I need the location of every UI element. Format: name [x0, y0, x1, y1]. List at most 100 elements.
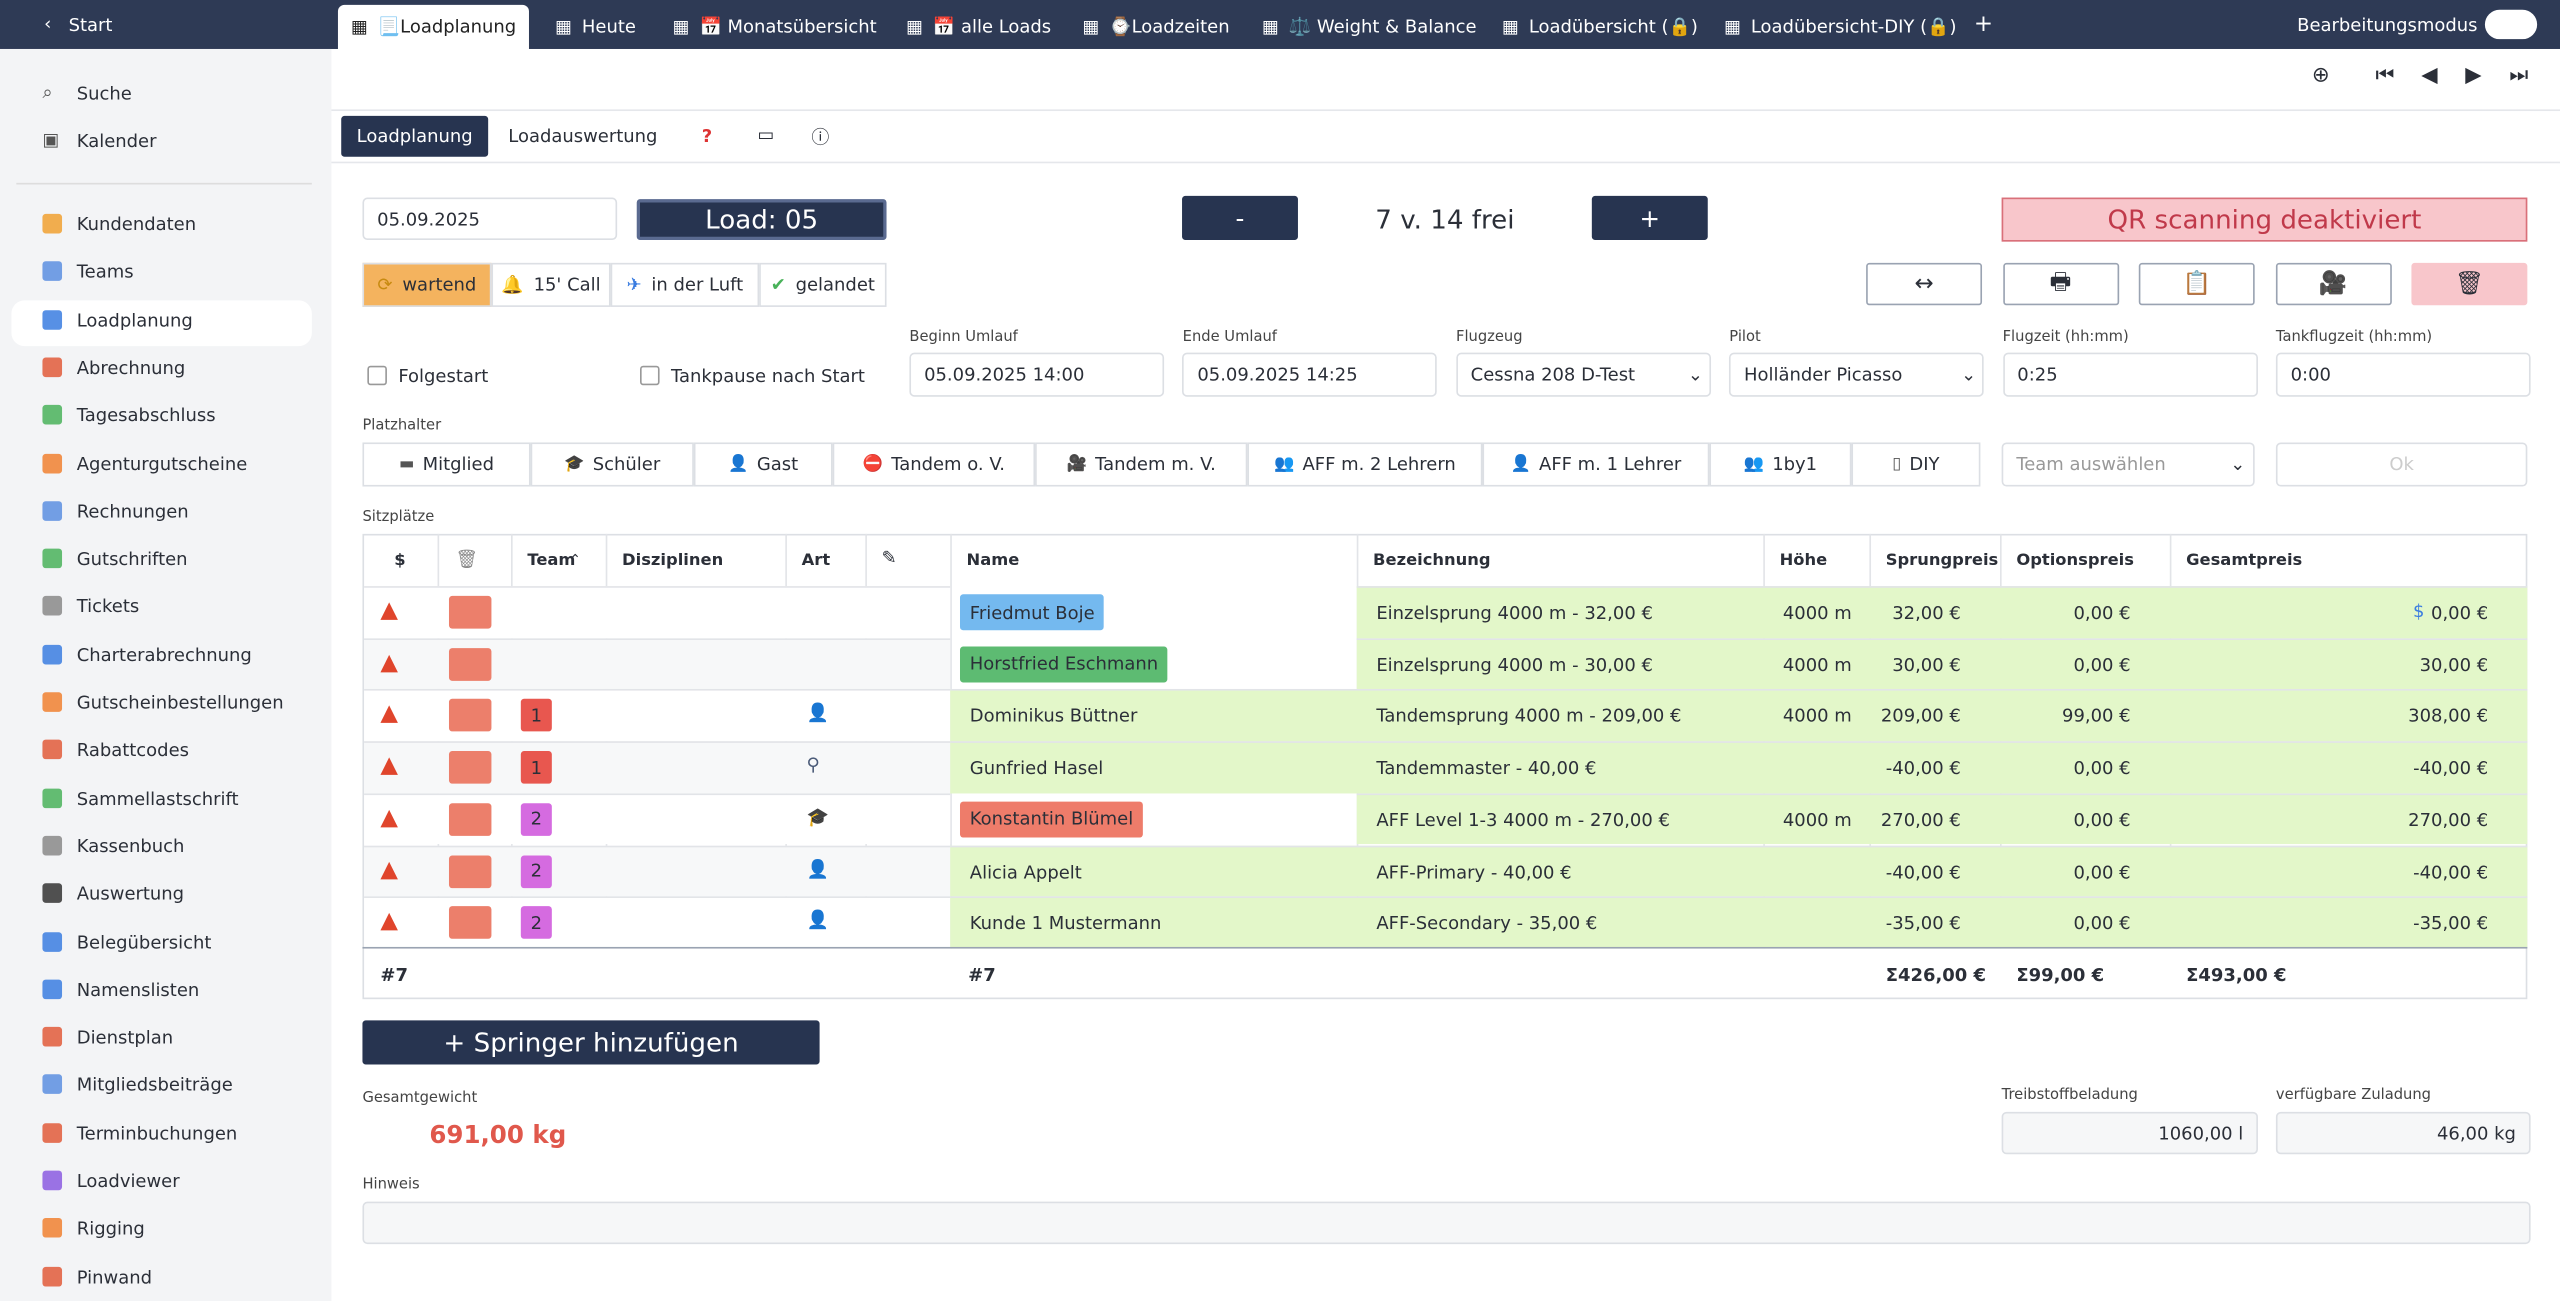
placeholder-text[interactable]: Gast — [756, 453, 799, 476]
nav-item[interactable]: Abrechnung — [76, 357, 186, 379]
nav-item[interactable]: Teams — [76, 261, 134, 283]
subtab[interactable]: Loadauswertung — [508, 125, 658, 147]
column-header[interactable]: Optionspreis — [2016, 551, 2134, 569]
checkbox[interactable] — [639, 365, 660, 386]
action-button[interactable]: 🗑 — [2411, 262, 2528, 306]
nav-item[interactable]: Pinwand — [76, 1266, 153, 1288]
nav-button[interactable]: ▶ — [2465, 63, 2482, 89]
tab-label[interactable]: ⌚Loadzeiten — [1109, 15, 1230, 37]
add-jumper-button[interactable]: + Springer hinzufügen — [362, 1020, 820, 1065]
tab[interactable]: ▦ 📃Loadplanung — [337, 4, 530, 49]
nav-item[interactable]: Mitgliedsbeiträge — [76, 1074, 233, 1097]
nav-item[interactable]: Kalender — [76, 130, 157, 152]
tab-label[interactable]: Heute — [581, 15, 636, 37]
placeholder-text[interactable]: AFF m. 2 Lehrern — [1302, 453, 1456, 476]
minus-button[interactable]: - — [1182, 195, 1298, 240]
name-tag[interactable]: Horstfried Eschmann — [959, 646, 1168, 682]
nav-item[interactable]: Gutscheinbestellungen — [76, 692, 284, 714]
nav-item[interactable]: Tickets — [76, 596, 140, 618]
checkbox-label[interactable]: Folgestart — [398, 365, 489, 387]
tab[interactable]: ▦ Loadübersicht (🔒) — [1489, 7, 1711, 46]
placeholder-button[interactable]: 👥 AFF m. 2 Lehrern — [1247, 442, 1483, 487]
action-button[interactable]: 🎥 — [2275, 262, 2392, 306]
comment-icon[interactable]: ▭ — [757, 124, 775, 146]
field-input[interactable]: Holländer Picasso — [1729, 352, 1984, 397]
status-label[interactable]: in der Luft — [651, 274, 744, 296]
placeholder-text[interactable]: Mitglied — [422, 453, 495, 476]
delete-button[interactable] — [448, 699, 492, 733]
placeholder-text[interactable]: 1by1 — [1772, 453, 1818, 476]
status-label[interactable]: wartend — [402, 274, 477, 296]
placeholder-text[interactable]: AFF m. 1 Lehrer — [1539, 453, 1682, 476]
hint-input[interactable] — [362, 1201, 2531, 1245]
nav-item[interactable]: Auswertung — [76, 883, 185, 905]
checkbox[interactable] — [367, 365, 387, 386]
nav-item[interactable]: Charterabrechnung — [76, 644, 252, 666]
delete-button[interactable] — [448, 647, 492, 681]
column-header[interactable]: Höhe — [1779, 551, 1828, 569]
subtab[interactable]: Loadplanung — [341, 115, 489, 157]
tab-label[interactable]: 📅 Monatsübersicht — [699, 15, 877, 37]
tab[interactable]: ▦ 📅 Monatsübersicht — [660, 7, 890, 46]
nav-item[interactable]: Rabattcodes — [76, 740, 189, 762]
name[interactable]: Alicia Appelt — [969, 861, 1082, 883]
load-number[interactable]: Load: 05 — [636, 199, 887, 240]
placeholder-text[interactable]: Schüler — [592, 453, 661, 476]
placeholder-button[interactable]: 🎥 Tandem m. V. — [1035, 442, 1248, 487]
nav-item[interactable]: Suche — [76, 83, 132, 105]
placeholder-button[interactable]: 👤 Gast — [693, 442, 833, 487]
team-select[interactable]: Team auswählen — [2001, 442, 2255, 487]
tab-label[interactable]: Loadübersicht (🔒) — [1528, 15, 1698, 37]
delete-button[interactable] — [448, 906, 492, 940]
ok-button[interactable]: Ok — [2275, 442, 2528, 487]
info-icon[interactable]: ⓘ — [811, 127, 830, 149]
column-header[interactable]: Gesamtpreis — [2186, 551, 2303, 569]
nav-item[interactable]: Rigging — [76, 1218, 145, 1240]
nav-item[interactable]: Loadplanung — [76, 309, 193, 331]
column-header[interactable]: Bezeichnung — [1373, 551, 1491, 569]
tab-label[interactable]: 📅 alle Loads — [932, 15, 1052, 37]
placeholder-button[interactable]: 🎓 Schüler — [530, 442, 694, 487]
mode-toggle[interactable] — [2484, 9, 2538, 40]
nav-item[interactable]: Namenslisten — [76, 979, 200, 1001]
delete-button[interactable] — [448, 751, 492, 784]
action-button[interactable]: 📋 — [2138, 262, 2255, 306]
nav-item[interactable]: Agenturgutscheine — [76, 453, 248, 475]
tab-label[interactable]: ⚖️ Weight & Balance — [1288, 15, 1477, 37]
field-input[interactable]: 0:00 — [2275, 352, 2531, 397]
nav-button[interactable]: ◀ — [2421, 63, 2438, 89]
tab[interactable]: ▦ ⌚Loadzeiten — [1069, 7, 1242, 46]
status-button[interactable]: 🔔 15' Call — [491, 262, 611, 307]
back-button[interactable]: ‹ — [44, 13, 52, 35]
placeholder-text[interactable]: Tandem m. V. — [1095, 453, 1216, 476]
nav-item[interactable]: Gutschriften — [76, 548, 188, 570]
column-header[interactable]: Sprungpreis — [1885, 551, 1999, 569]
tab[interactable]: ▦ ⚖️ Weight & Balance — [1249, 7, 1490, 46]
column-header[interactable]: Name — [966, 551, 1020, 569]
placeholder-button[interactable]: 👤 AFF m. 1 Lehrer — [1482, 442, 1710, 487]
placeholder-text[interactable]: DIY — [1909, 453, 1940, 476]
nav-item[interactable]: Loadviewer — [76, 1170, 180, 1192]
status-button[interactable]: ✈ in der Luft — [610, 262, 760, 307]
nav-item[interactable]: Dienstplan — [76, 1027, 174, 1049]
name[interactable]: Kunde 1 Mustermann — [969, 912, 1162, 935]
action-button[interactable]: ↔ — [1866, 262, 1983, 306]
nav-item[interactable]: Terminbuchungen — [76, 1122, 238, 1144]
tab[interactable]: ▦ Loadübersicht-DIY (🔒) — [1711, 7, 1970, 46]
placeholder-text[interactable]: Tandem o. V. — [891, 453, 1006, 476]
status-button[interactable]: ⟳ wartend — [362, 262, 492, 307]
delete-button[interactable] — [448, 802, 492, 836]
column-header[interactable]: Disziplinen — [622, 551, 724, 569]
field-input[interactable]: Cessna 208 D-Test — [1455, 352, 1711, 397]
field-input[interactable]: 0:25 — [2002, 352, 2258, 397]
placeholder-button[interactable]: ▯ DIY — [1851, 442, 1981, 487]
tab-label[interactable]: Loadübersicht-DIY (🔒) — [1750, 15, 1957, 37]
nav-button[interactable]: ⏭ — [2509, 63, 2529, 89]
column-header[interactable]: Team — [527, 551, 576, 569]
nav-item[interactable]: Sammellastschrift — [76, 787, 239, 810]
delete-button[interactable] — [448, 595, 492, 629]
plus-button[interactable]: + — [1591, 195, 1708, 240]
back-label[interactable]: Start — [68, 14, 113, 36]
subtab[interactable]: ? — [701, 125, 713, 147]
date-input[interactable]: 05.09.2025 — [362, 197, 618, 240]
